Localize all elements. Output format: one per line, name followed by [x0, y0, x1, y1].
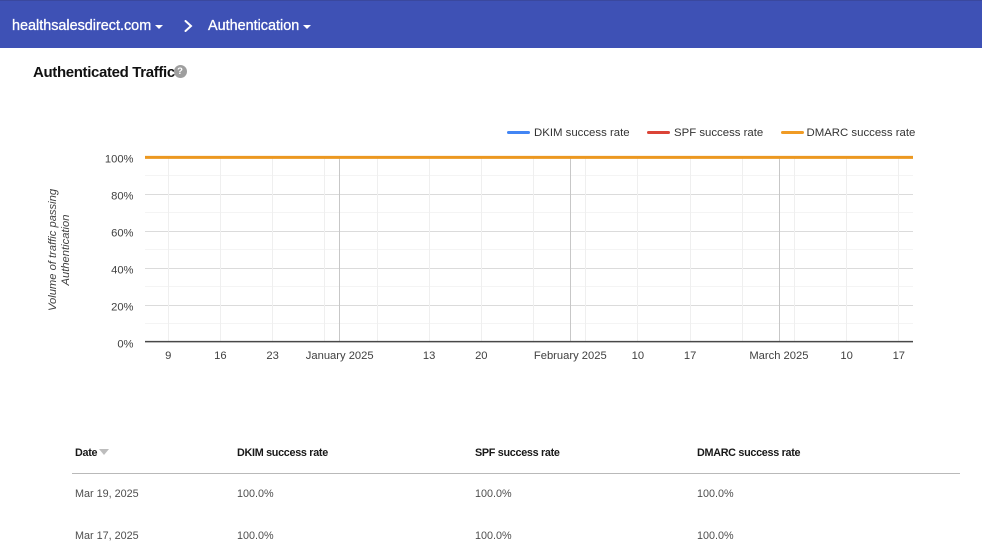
svg-text:17: 17	[684, 350, 696, 362]
svg-text:40%: 40%	[111, 264, 133, 276]
svg-text:0%: 0%	[117, 338, 133, 350]
svg-text:80%: 80%	[111, 190, 133, 202]
svg-text:Volume of traffic passing: Volume of traffic passing	[47, 188, 59, 311]
svg-text:March 2025: March 2025	[749, 350, 808, 362]
svg-text:60%: 60%	[111, 227, 133, 239]
svg-text:10: 10	[840, 350, 852, 362]
svg-text:17: 17	[893, 350, 905, 362]
svg-text:20%: 20%	[111, 301, 133, 313]
svg-text:20: 20	[475, 350, 487, 362]
svg-text:Authentication: Authentication	[60, 215, 72, 287]
svg-text:9: 9	[165, 350, 171, 362]
svg-text:23: 23	[266, 350, 278, 362]
svg-text:100%: 100%	[105, 153, 134, 165]
svg-text:13: 13	[423, 350, 435, 362]
svg-text:16: 16	[214, 350, 226, 362]
svg-text:January 2025: January 2025	[306, 350, 374, 362]
svg-text:February 2025: February 2025	[534, 350, 607, 362]
svg-text:10: 10	[632, 350, 644, 362]
